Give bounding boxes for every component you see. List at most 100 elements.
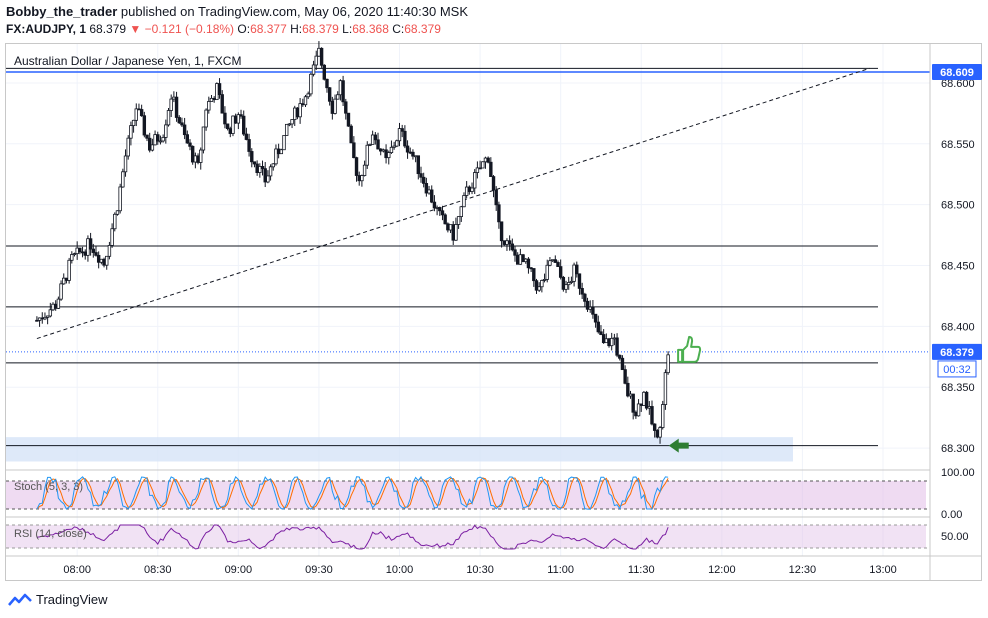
candle-body (129, 125, 133, 139)
candle-body (349, 125, 353, 144)
candle-body (180, 122, 184, 126)
candle-body (67, 259, 71, 281)
support-zone (6, 437, 793, 462)
candle-body (489, 161, 493, 177)
candle-body (204, 109, 208, 128)
candle-body (287, 123, 292, 126)
candle-body (494, 189, 498, 206)
candle-body (438, 207, 442, 212)
candle-body (585, 300, 590, 310)
candle-body (148, 137, 152, 151)
candle-body (263, 168, 267, 183)
time-tick-label: 10:00 (386, 564, 414, 576)
candle-body (397, 128, 402, 142)
candle-body (250, 151, 254, 163)
candle-body (344, 101, 348, 114)
candle-body (96, 254, 101, 263)
candle-body (306, 93, 310, 98)
candle-body (303, 96, 308, 106)
candle-body (252, 161, 257, 165)
stoch-d-line (36, 476, 669, 511)
time-tick-label: 09:00 (225, 564, 253, 576)
low-label: L: (342, 22, 353, 36)
candle-body (91, 248, 95, 253)
rsi-tick-label: 50.00 (941, 531, 969, 543)
candle-body (37, 317, 42, 321)
time-tick-label: 13:00 (869, 564, 897, 576)
candle-body (647, 406, 652, 409)
candle-body (379, 148, 383, 152)
candle-body (309, 73, 313, 95)
time-tick-label: 11:30 (628, 564, 655, 576)
candle-body (507, 240, 512, 245)
candle-body (156, 134, 160, 142)
candle-body (164, 124, 168, 138)
candle-body (430, 189, 434, 203)
time-tick-label: 08:30 (144, 564, 172, 576)
candle-body (661, 404, 665, 428)
candle-body (524, 258, 528, 263)
time-tick-label: 09:30 (305, 564, 333, 576)
candle-body (199, 149, 203, 163)
green-arrow-icon (668, 438, 689, 453)
candle-body (446, 223, 450, 231)
candle-body (451, 224, 455, 241)
candle-body (658, 427, 662, 438)
candle-body (459, 206, 463, 217)
candle-body (134, 108, 138, 121)
candle-body (314, 55, 318, 66)
candle-body (403, 130, 407, 147)
axes: 68.600 68.550 68.500 68.450 68.400 68.350 68.3… (6, 44, 982, 580)
candle-body (360, 175, 364, 182)
candle-body (491, 176, 496, 191)
candle-body (505, 240, 509, 245)
candle-body (336, 94, 340, 100)
stoch-label: Stoch (5, 3, 3) (14, 481, 83, 493)
candle-body (405, 145, 410, 153)
candle-body (365, 144, 369, 166)
candle-body (513, 249, 517, 256)
candle-body (290, 119, 294, 125)
candle-body (260, 166, 265, 170)
candle-body (588, 306, 592, 310)
candle-body (626, 382, 630, 397)
author-name[interactable]: Bobby_the_trader (6, 4, 118, 19)
price-change: −0.121 (−0.18%) (144, 22, 235, 36)
price-tick-label: 68.450 (941, 261, 975, 273)
candle-body (642, 391, 646, 406)
candle-body (413, 155, 418, 158)
candle-body (242, 115, 246, 135)
last-price-tag-bg (932, 343, 982, 360)
candle-body (126, 137, 130, 157)
candle-body (620, 357, 625, 371)
candle-body (411, 151, 415, 157)
candle-body (462, 195, 466, 208)
candle-body (94, 252, 98, 256)
high-value: 68.379 (302, 22, 339, 36)
candle-body (225, 123, 230, 130)
candle-body (53, 303, 58, 309)
candle-body (454, 224, 458, 241)
candle-body (427, 189, 431, 194)
candle-body (319, 47, 324, 66)
tradingview-icon (8, 593, 32, 606)
countdown-tag-bg (937, 360, 977, 378)
candle-body (62, 277, 66, 285)
candle-body (174, 96, 179, 118)
candle-body (352, 142, 356, 159)
candle-body (593, 313, 598, 323)
candle-body (416, 155, 421, 175)
candle-body (346, 112, 351, 127)
time-tick-label: 10:30 (466, 564, 494, 576)
candle-body (207, 101, 211, 111)
stoch-k-line (36, 475, 669, 510)
top-level-price-tag: 68.609 (940, 67, 974, 79)
candle-body (558, 266, 563, 278)
candle-body (473, 172, 477, 189)
candle-body (338, 80, 343, 96)
tradingview-logo[interactable]: TradingView (8, 592, 108, 607)
low-value: 68.368 (352, 22, 389, 36)
published-text: published on TradingView.com, May 06, 20… (120, 4, 469, 19)
candle-body (201, 126, 206, 151)
